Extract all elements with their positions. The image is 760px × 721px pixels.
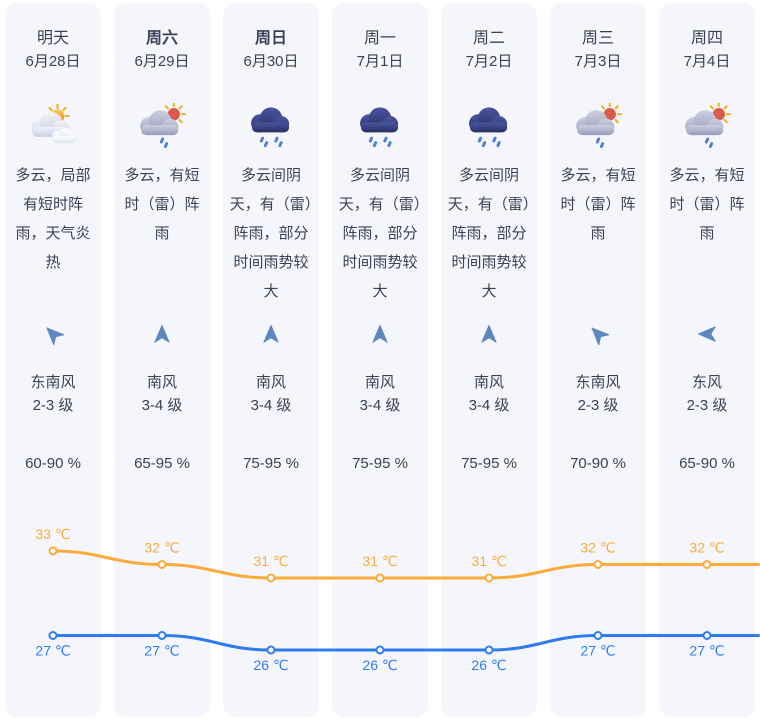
wind-info: 南风 3-4 级 (142, 371, 183, 417)
humidity-label: 65-95 % (134, 455, 190, 472)
sun-shower-icon (569, 103, 627, 149)
date-label: 7月1日 (356, 53, 404, 70)
wind-arrow-wrap (696, 313, 718, 355)
weather-icon-wrap (351, 77, 409, 159)
wind-direction-label: 东风 (691, 374, 722, 391)
wind-direction-arrow-icon (37, 318, 68, 349)
date-label: 7月2日 (465, 53, 513, 70)
wind-info: 东南风 2-3 级 (575, 371, 620, 417)
wind-direction-label: 南风 (473, 374, 504, 391)
forecast-card: 周一 7月1日多云间阴天，有（雷）阵雨，部分时间雨势较大南风 3-4 级 75-95 … (332, 3, 428, 717)
date-label: 7月4日 (683, 53, 731, 70)
wind-level-label: 2-3 级 (686, 397, 728, 414)
forecast-card: 周六 6月29日多云，有短时（雷）阵雨南风 3-4 级 65-95 % (114, 3, 210, 717)
wind-level-label: 3-4 级 (250, 397, 292, 414)
day-label: 周三 (581, 30, 614, 47)
weather-icon-wrap (678, 77, 736, 159)
wind-info: 南风 3-4 级 (251, 371, 292, 417)
wind-level-label: 3-4 级 (468, 397, 510, 414)
wind-direction-arrow-icon (582, 318, 613, 349)
wind-arrow-wrap (478, 313, 500, 355)
humidity-label: 75-95 % (461, 455, 517, 472)
forecast-card: 明天 6月28日多云，局部有短时阵雨，天气炎热东南风 2-3 级 60-90 % (5, 3, 101, 717)
wind-direction-label: 东南风 (30, 374, 76, 391)
wind-direction-label: 南风 (255, 374, 286, 391)
sun-shower-icon (133, 103, 191, 149)
wind-direction-arrow-icon (369, 323, 391, 345)
forecast-card: 周四 7月4日多云，有短时（雷）阵雨东风 2-3 级 65-90 % (659, 3, 755, 717)
rain-icon (460, 103, 518, 149)
weather-description: 多云，有短时（雷）阵雨 (560, 167, 636, 242)
weather-icon-wrap (460, 77, 518, 159)
day-label: 周二 (472, 30, 505, 47)
rain-icon (351, 103, 409, 149)
weather-description: 多云，有短时（雷）阵雨 (669, 167, 745, 242)
wind-arrow-wrap (587, 313, 609, 355)
weather-description: 多云间阴天，有（雷）阵雨，部分时间雨势较大 (338, 167, 422, 300)
forecast-card: 周三 7月3日多云，有短时（雷）阵雨东南风 2-3 级 70-90 % (550, 3, 646, 717)
humidity-label: 75-95 % (352, 455, 408, 472)
wind-direction-label: 东南风 (575, 374, 621, 391)
day-label: 周日 (254, 30, 287, 47)
forecast-card: 周二 7月2日多云间阴天，有（雷）阵雨，部分时间雨势较大南风 3-4 级 75-95 … (441, 3, 537, 717)
wind-direction-label: 南风 (146, 374, 177, 391)
day-label: 周六 (145, 30, 178, 47)
wind-direction-arrow-icon (478, 323, 500, 345)
day-label: 周四 (690, 30, 723, 47)
weather-icon-wrap (133, 77, 191, 159)
date-label: 6月29日 (134, 53, 190, 70)
rain-icon (242, 103, 300, 149)
weather-icon-wrap (242, 77, 300, 159)
day-label: 周一 (363, 30, 396, 47)
weather-description: 多云，有短时（雷）阵雨 (124, 167, 200, 242)
humidity-label: 70-90 % (570, 455, 626, 472)
wind-arrow-wrap (42, 313, 64, 355)
wind-level-label: 2-3 级 (577, 397, 619, 414)
date-label: 6月30日 (243, 53, 299, 70)
weather-description: 多云间阴天，有（雷）阵雨，部分时间雨势较大 (447, 167, 531, 300)
humidity-label: 60-90 % (25, 455, 81, 472)
wind-direction-arrow-icon (260, 323, 282, 345)
wind-info: 东南风 2-3 级 (30, 371, 75, 417)
humidity-label: 75-95 % (243, 455, 299, 472)
weather-description: 多云，局部有短时阵雨，天气炎热 (15, 167, 91, 271)
forecast-card: 周日 6月30日多云间阴天，有（雷）阵雨，部分时间雨势较大南风 3-4 级 75-95… (223, 3, 319, 717)
wind-level-label: 2-3 级 (32, 397, 74, 414)
wind-info: 南风 3-4 级 (360, 371, 401, 417)
wind-level-label: 3-4 级 (359, 397, 401, 414)
weather-description: 多云间阴天，有（雷）阵雨，部分时间雨势较大 (229, 167, 313, 300)
wind-arrow-wrap (260, 313, 282, 355)
wind-info: 南风 3-4 级 (469, 371, 510, 417)
day-label: 明天 (36, 30, 69, 47)
wind-arrow-wrap (369, 313, 391, 355)
humidity-label: 65-90 % (679, 455, 735, 472)
wind-direction-label: 南风 (364, 374, 395, 391)
partly-cloudy-sun-icon (24, 103, 82, 149)
wind-info: 东风 2-3 级 (687, 371, 728, 417)
wind-arrow-wrap (151, 313, 173, 355)
wind-direction-arrow-icon (696, 323, 718, 345)
wind-direction-arrow-icon (151, 323, 173, 345)
sun-shower-icon (678, 103, 736, 149)
date-label: 7月3日 (574, 53, 622, 70)
wind-level-label: 3-4 级 (141, 397, 183, 414)
date-label: 6月28日 (25, 53, 81, 70)
weather-icon-wrap (569, 77, 627, 159)
weather-icon-wrap (24, 77, 82, 159)
